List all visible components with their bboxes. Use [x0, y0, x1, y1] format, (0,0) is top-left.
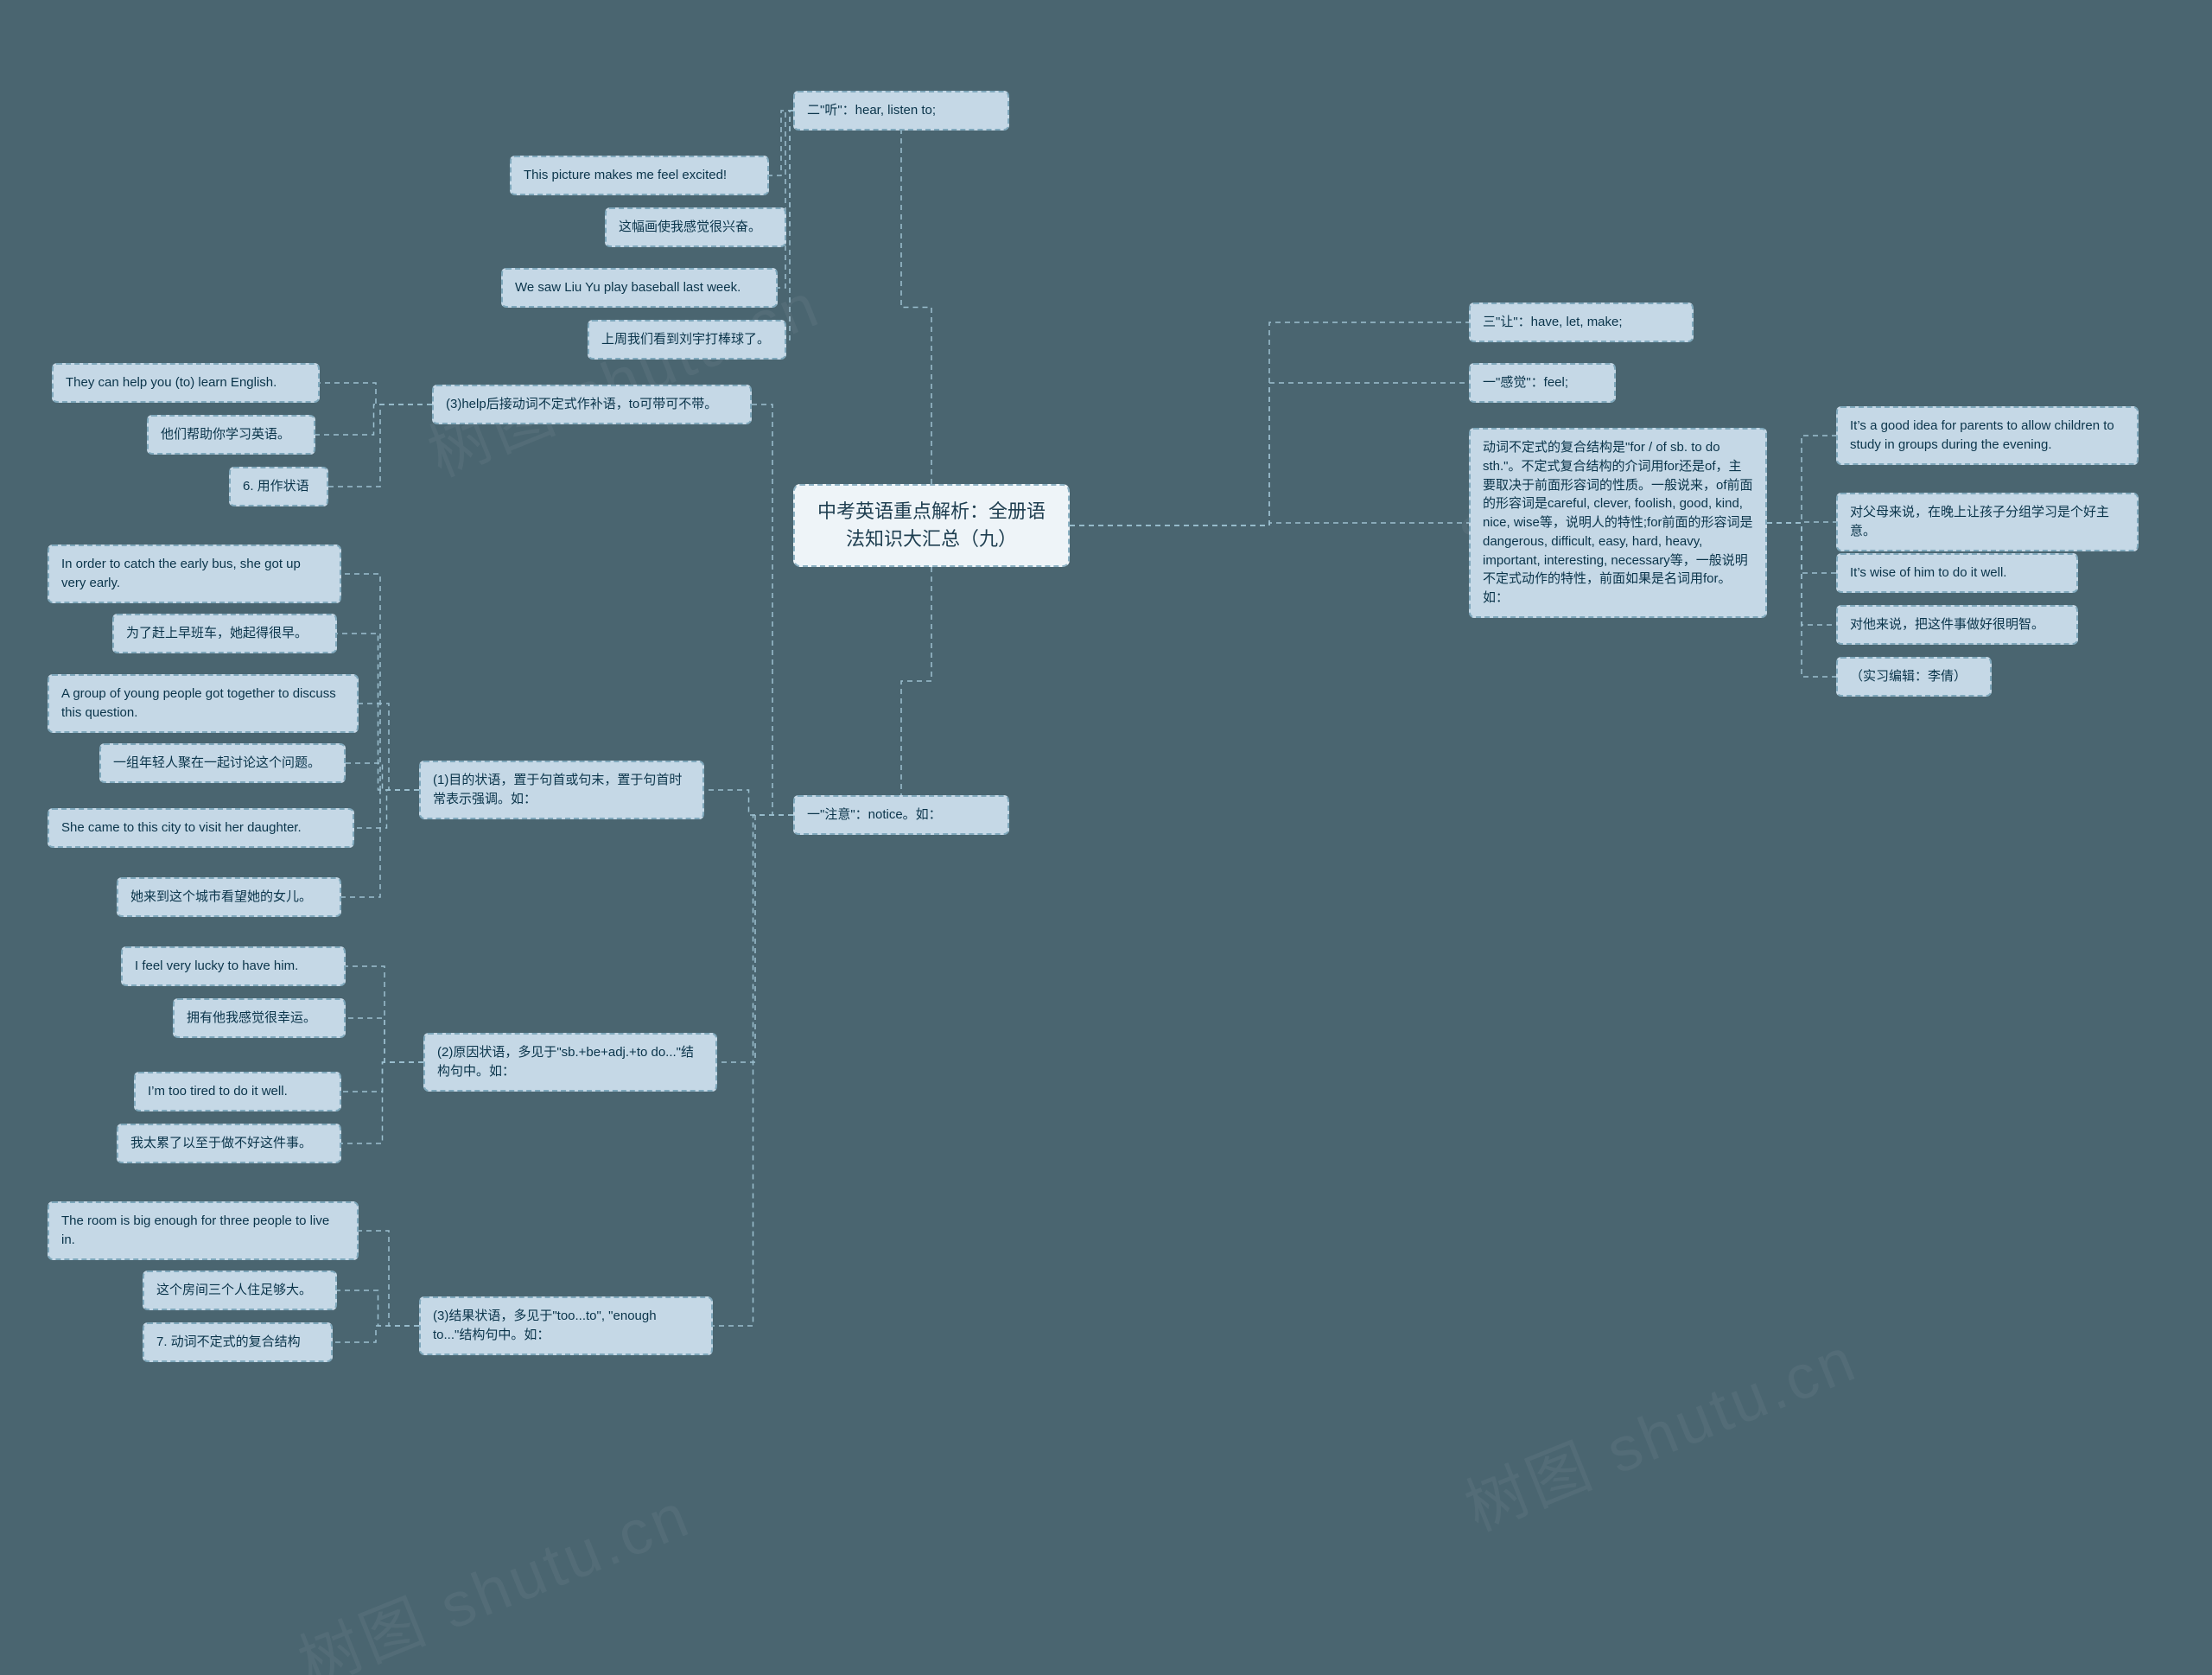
node-help-en: They can help you (to) learn English. [52, 363, 320, 403]
node-group-cn: 一组年轻人聚在一起讨论这个问题。 [99, 743, 346, 783]
node-pic-en: This picture makes me feel excited! [510, 156, 769, 195]
node-group-en: A group of young people got together to … [48, 674, 359, 733]
node-help-rule: (3)help后接动词不定式作补语，to可带可不带。 [432, 385, 752, 424]
node-bus-cn: 为了赶上早班车，她起得很早。 [112, 614, 337, 653]
node-cause-rule: (2)原因状语，多见于"sb.+be+adj.+to do..."结构句中。如： [423, 1033, 717, 1092]
node-pic-cn: 这幅画使我感觉很兴奋。 [605, 207, 786, 247]
node-wise-cn: 对他来说，把这件事做好很明智。 [1836, 605, 2078, 645]
node-room-cn: 这个房间三个人住足够大。 [143, 1271, 337, 1310]
node-section-7: 7. 动词不定式的复合结构 [143, 1322, 333, 1362]
node-room-en: The room is big enough for three people … [48, 1201, 359, 1260]
node-visit-en: She came to this city to visit her daugh… [48, 808, 354, 848]
node-section-6: 6. 用作状语 [229, 467, 328, 506]
node-lucky-en: I feel very lucky to have him. [121, 946, 346, 986]
node-editor: （实习编辑：李倩） [1836, 657, 1992, 697]
watermark: 树图 shutu.cn [1450, 1309, 1869, 1548]
node-goodidea-en: It’s a good idea for parents to allow ch… [1836, 406, 2139, 465]
node-tired-cn: 我太累了以至于做不好这件事。 [117, 1124, 341, 1163]
node-ganjue: 一"感觉"：feel; [1469, 363, 1616, 403]
node-buding: 动词不定式的复合结构是"for / of sb. to do sth."。不定式… [1469, 428, 1767, 618]
watermark: 树图 shutu.cn [283, 1464, 702, 1675]
node-zhuyi: 一"注意"：notice。如： [793, 795, 1009, 835]
node-lucky-cn: 拥有他我感觉很幸运。 [173, 998, 346, 1038]
node-goodidea-cn: 对父母来说，在晚上让孩子分组学习是个好主意。 [1836, 493, 2139, 551]
node-wise-en: It’s wise of him to do it well. [1836, 553, 2078, 593]
node-purpose-rule: (1)目的状语，置于句首或句末，置于句首时常表示强调。如： [419, 761, 704, 819]
node-help-cn: 他们帮助你学习英语。 [147, 415, 315, 455]
node-liu-cn: 上周我们看到刘宇打棒球了。 [588, 320, 786, 360]
node-rang: 三"让"：have, let, make; [1469, 303, 1694, 342]
node-bus-en: In order to catch the early bus, she got… [48, 545, 341, 603]
node-visit-cn: 她来到这个城市看望她的女儿。 [117, 877, 341, 917]
node-result-rule: (3)结果状语，多见于"too...to", "enough to..."结构句… [419, 1296, 713, 1355]
mindmap-root: 中考英语重点解析：全册语法知识大汇总（九） [793, 484, 1070, 567]
node-tired-en: I’m too tired to do it well. [134, 1072, 341, 1111]
node-ting: 二"听"：hear, listen to; [793, 91, 1009, 131]
node-liu-en: We saw Liu Yu play baseball last week. [501, 268, 778, 308]
